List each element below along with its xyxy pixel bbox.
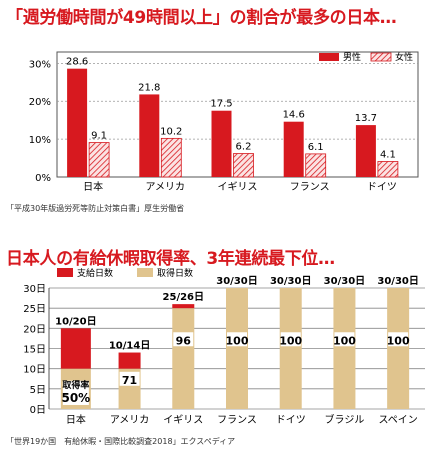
bar-female — [88, 142, 110, 178]
legend-swatch — [137, 268, 153, 277]
top-label: 30/30日 — [270, 275, 311, 287]
bar-female — [233, 153, 254, 178]
data-label: 4.1 — [380, 149, 396, 160]
bar-male — [211, 110, 232, 177]
rate-label: 100 — [387, 334, 410, 347]
rate-box — [173, 332, 194, 347]
rate-label: 100 — [226, 334, 249, 347]
bar-male — [67, 68, 88, 177]
data-label: 21.8 — [138, 82, 160, 93]
data-label: 13.7 — [355, 113, 377, 124]
y-tick-label: 30日 — [23, 284, 46, 295]
data-label: 10.2 — [160, 126, 182, 137]
x-tick-label: イギリス — [218, 181, 258, 193]
y-tick-label: 30% — [29, 59, 51, 70]
chart2-title: 日本人の有給休暇取得率、3年連続最下位… — [6, 249, 335, 269]
rate-box — [62, 380, 89, 405]
bar-days-granted — [172, 304, 195, 309]
legend-swatch — [319, 53, 339, 61]
x-tick-label: アメリカ — [110, 414, 150, 426]
rate-label: 100 — [333, 334, 356, 347]
y-tick-label: 10日 — [23, 365, 46, 376]
rate-box — [334, 332, 355, 347]
legend-swatch — [370, 52, 392, 62]
bar-female — [160, 137, 182, 178]
data-label: 6.2 — [236, 142, 252, 153]
bar-male — [283, 121, 304, 177]
rate-box — [227, 332, 247, 347]
chart1-source: 「平成30年版過労死等防止対策白書」厚生労働省 — [6, 204, 185, 213]
data-label: 9.1 — [91, 131, 107, 142]
x-tick-label: フランス — [290, 181, 330, 193]
x-tick-label: フランス — [217, 414, 257, 426]
x-tick-label: イギリス — [163, 414, 203, 426]
rate-label: 71 — [122, 374, 137, 387]
x-tick-label: ブラジル — [325, 413, 365, 426]
data-label: 14.6 — [283, 110, 305, 121]
top-label: 30/30日 — [216, 275, 257, 287]
y-tick-label: 20日 — [23, 324, 46, 335]
rate-label: 100 — [279, 334, 302, 347]
x-tick-label: 日本 — [66, 413, 86, 426]
data-label: 28.6 — [66, 57, 88, 68]
top-label: 10/20日 — [55, 315, 96, 327]
y-tick-label: 25日 — [23, 304, 46, 315]
rate-label: 96 — [176, 334, 192, 347]
x-tick-label: ドイツ — [367, 182, 397, 193]
top-label: 30/30日 — [377, 275, 418, 287]
x-tick-label: ドイツ — [276, 415, 306, 426]
x-tick-label: 日本 — [83, 180, 103, 193]
bar-days-granted — [60, 328, 91, 369]
legend-label: 男性 — [343, 51, 361, 63]
legend-swatch — [57, 268, 73, 277]
x-tick-label: スペイン — [378, 415, 417, 426]
rate-caption: 取得率 — [62, 379, 89, 391]
data-label: 6.1 — [308, 142, 324, 153]
rate-box — [280, 332, 301, 347]
bar-days-taken — [333, 288, 356, 409]
bar-days-granted — [118, 352, 141, 369]
bar-male — [139, 94, 160, 177]
bar-male — [355, 125, 376, 177]
bar-days-taken — [279, 288, 302, 409]
y-tick-label: 10% — [29, 135, 51, 146]
bar-female — [305, 153, 327, 178]
bar-days-taken — [172, 308, 195, 409]
rate-label: 50% — [61, 391, 90, 405]
rate-box — [388, 332, 409, 347]
y-tick-label: 0日 — [30, 405, 46, 416]
y-tick-label: 20% — [29, 97, 51, 108]
bar-days-taken — [387, 288, 410, 409]
legend-label: 取得日数 — [157, 267, 193, 279]
y-tick-label: 15日 — [23, 345, 46, 356]
top-label: 30/30日 — [324, 275, 365, 287]
legend-label: 支給日数 — [77, 267, 113, 279]
bar-female — [377, 161, 399, 178]
y-tick-label: 0% — [35, 173, 51, 184]
y-tick-label: 5日 — [30, 385, 46, 396]
chart2-source: 「世界19か国 有給休暇・国際比較調査2018」エクスペディア — [6, 437, 236, 446]
x-tick-label: アメリカ — [146, 181, 186, 193]
chart1-title: 「週労働時間が49時間以上」の割合が最多の日本… — [6, 8, 397, 28]
legend-label: 女性 — [395, 51, 413, 63]
top-label: 10/14日 — [109, 340, 150, 352]
bar-days-taken — [226, 288, 248, 409]
top-label: 25/26日 — [163, 291, 204, 303]
rate-box — [119, 371, 140, 386]
data-label: 17.5 — [210, 99, 232, 110]
